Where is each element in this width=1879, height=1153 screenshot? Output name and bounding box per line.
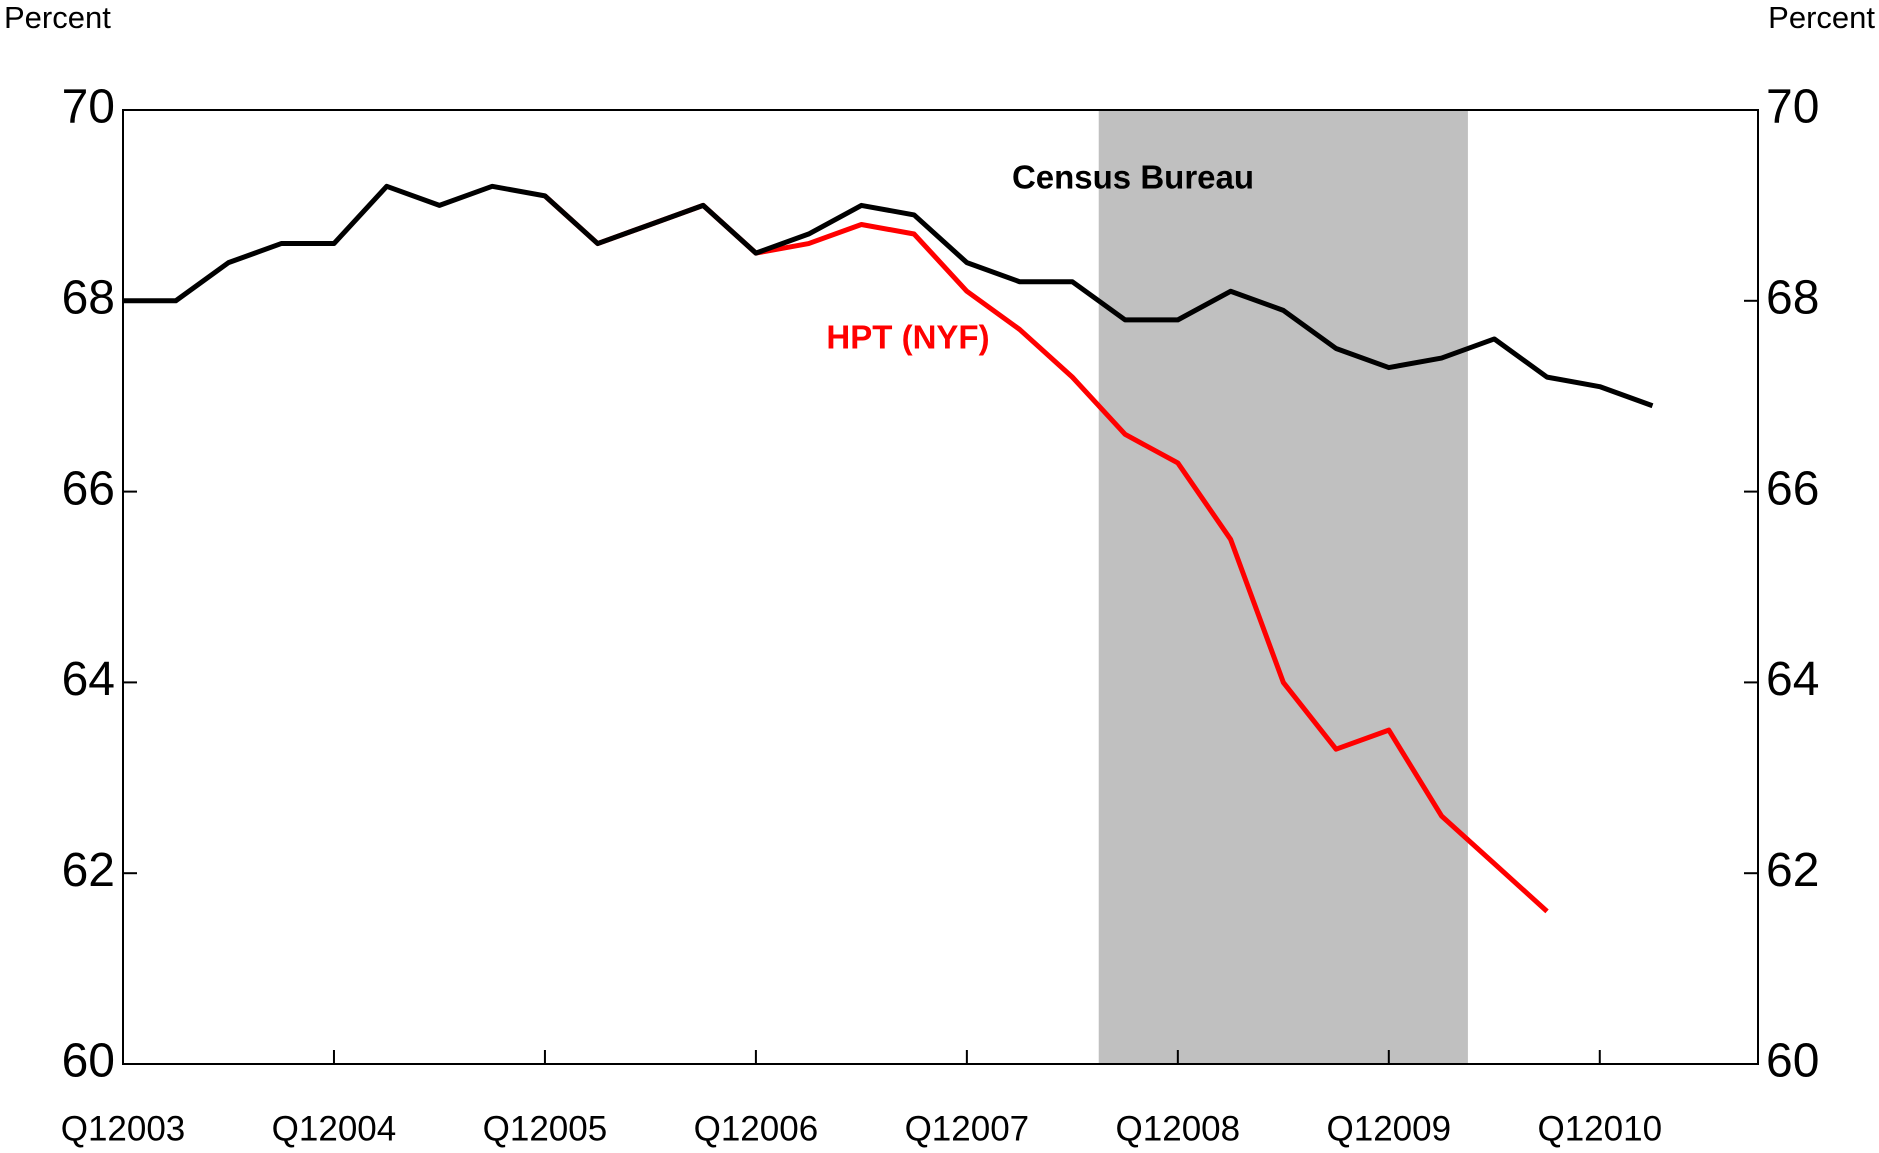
y-tick-label: 64 xyxy=(62,653,115,706)
y2-tick-label: 64 xyxy=(1766,653,1819,706)
y2-tick-label: 60 xyxy=(1766,1035,1819,1088)
x-tick-label: Q12008 xyxy=(1116,1109,1241,1148)
x-tick-label: Q12010 xyxy=(1537,1109,1662,1148)
x-tick-label: Q12003 xyxy=(61,1109,186,1148)
y-tick-label: 62 xyxy=(62,844,115,897)
y2-tick-label: 70 xyxy=(1766,81,1819,134)
y2-tick-label: 62 xyxy=(1766,844,1819,897)
y-tick-label: 68 xyxy=(62,271,115,324)
series-line xyxy=(123,183,1654,409)
y-tick-label: 66 xyxy=(62,462,115,515)
recession-shade xyxy=(1098,110,1468,1064)
series-label: HPT (NYF) xyxy=(826,319,989,356)
series-label: Census Bureau xyxy=(1012,159,1254,196)
x-tick-label: Q12004 xyxy=(272,1109,397,1148)
x-tick-label: Q12006 xyxy=(694,1109,819,1148)
plot-area: 60 62 64 66 68 70 60 62 64 66 68 70 Q12003 Q12004 Q120… xyxy=(61,81,1820,1149)
x-tick-label: Q12007 xyxy=(905,1109,1030,1148)
y2-tick-label: 68 xyxy=(1766,271,1819,324)
y-axis-label: Percent xyxy=(4,0,111,35)
x-tick-label: Q12005 xyxy=(483,1109,608,1148)
y-tick-label: 60 xyxy=(62,1035,115,1088)
y2-axis-label: Percent xyxy=(1768,0,1875,35)
x-tick-label: Q12009 xyxy=(1327,1109,1452,1148)
y-tick-label: 70 xyxy=(62,81,115,134)
plot-frame xyxy=(122,109,1759,1065)
y2-tick-label: 66 xyxy=(1766,462,1819,515)
